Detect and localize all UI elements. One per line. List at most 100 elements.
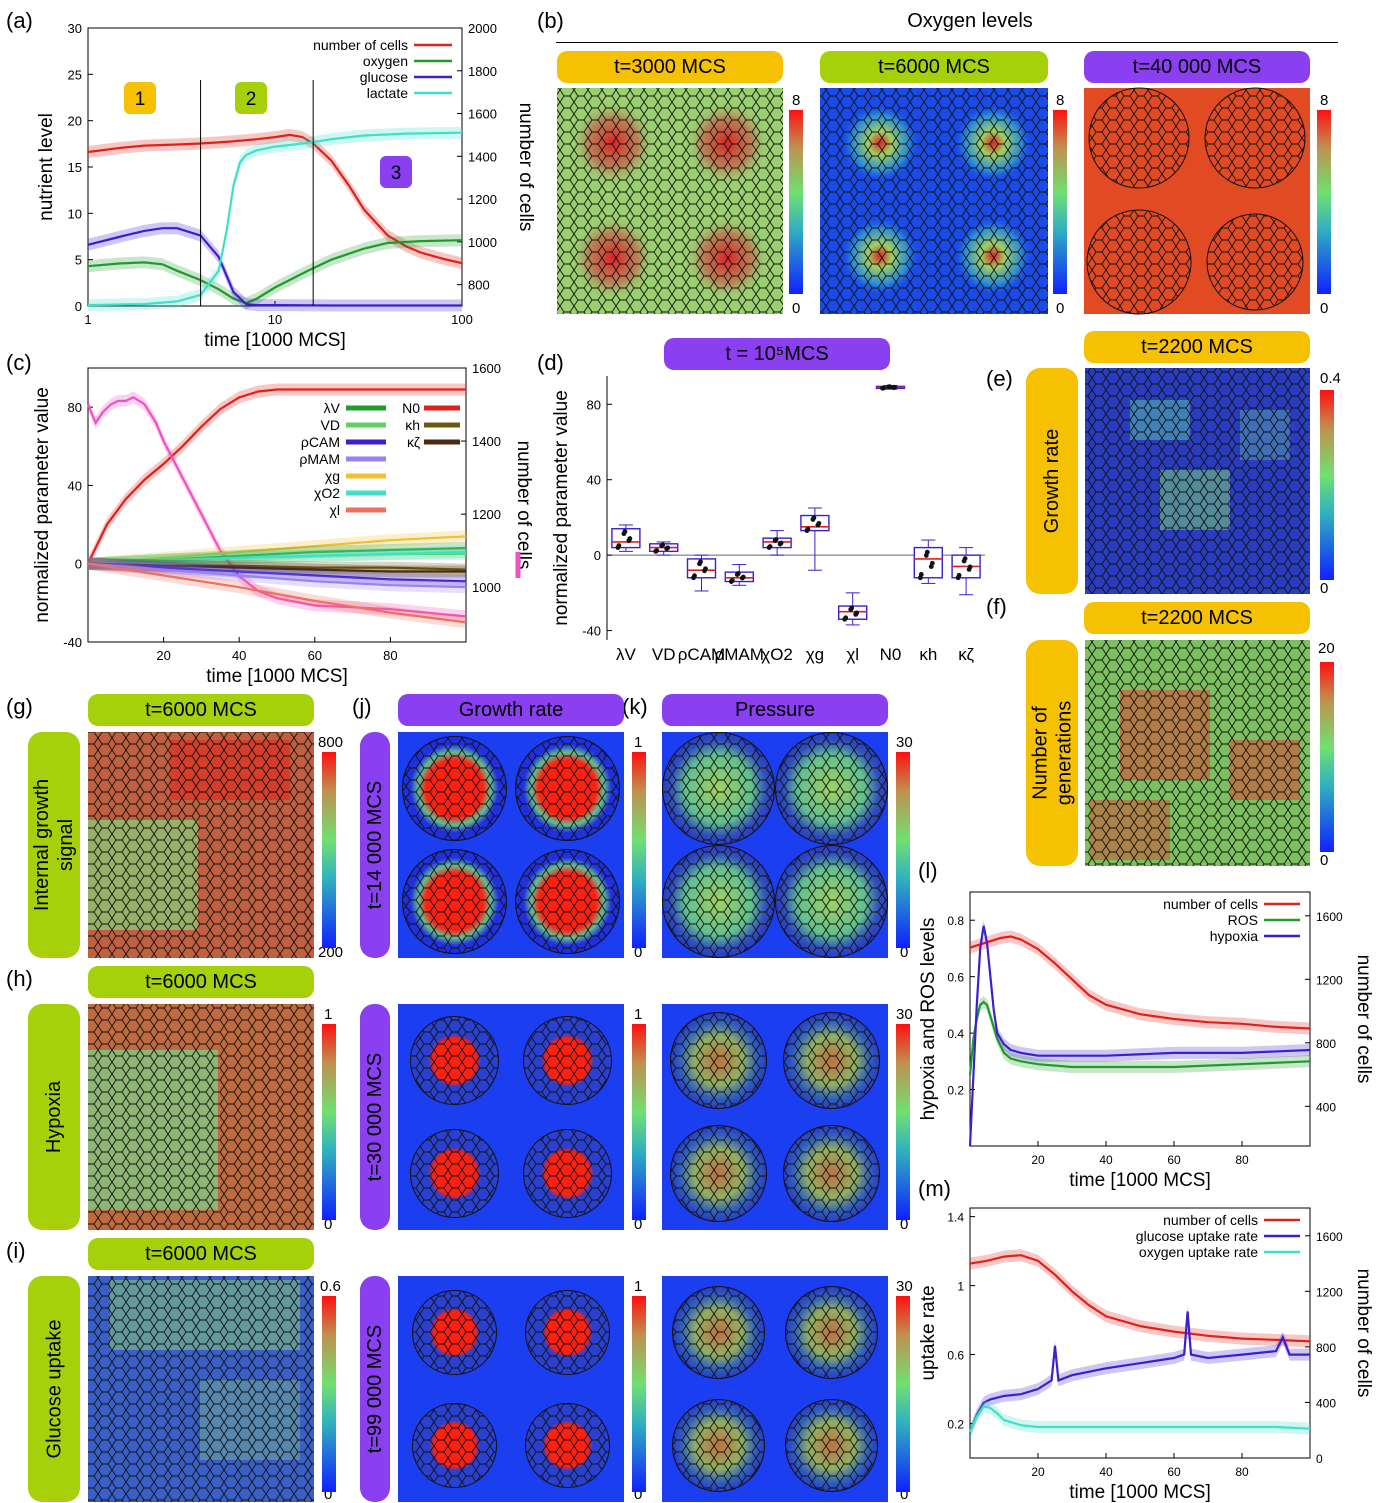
y2-axis-label: number of cells [513, 441, 534, 570]
panel-label-b: (b) [537, 8, 564, 33]
spheroid [1088, 87, 1190, 189]
side-badge-row3: t=99 000 MCS [360, 1276, 390, 1502]
plot-frame [969, 1207, 1311, 1459]
category-label: χl [846, 645, 859, 664]
y2-axis-label: number of cells [515, 103, 536, 232]
cbar-b3-max: 8 [1320, 92, 1329, 109]
spheroid-cells [402, 849, 507, 954]
category-label: κζ [958, 645, 974, 664]
data-point [698, 559, 703, 565]
cbar-k2-max: 30 [896, 1006, 913, 1023]
y-tick-label: -40 [63, 635, 82, 650]
y2-tick-label: 0 [1316, 1452, 1323, 1466]
series-line [87, 562, 467, 583]
badge-j: Growth rate [398, 694, 624, 726]
y-tick-label: 0.2 [947, 1418, 964, 1432]
badge-k: Pressure [662, 694, 888, 726]
box [686, 558, 717, 579]
cbar-e-max: 0.4 [1320, 370, 1341, 387]
legend-label: oxygen uptake rate [1139, 1244, 1258, 1260]
cbar-h-max: 1 [324, 1006, 333, 1023]
y2-tick-label: 1400 [472, 434, 501, 449]
y-tick-label: 0 [594, 548, 601, 563]
cbar-i-min: 0 [324, 1486, 333, 1503]
legend-label: ROS [1228, 912, 1258, 928]
cbar-j2-min: 0 [634, 1216, 643, 1233]
data-point [778, 540, 784, 546]
cbar-f-min: 0 [1320, 852, 1329, 869]
x-tick-label: 40 [1099, 1465, 1113, 1479]
y2-axis-label: number of cells [1353, 955, 1374, 1084]
y-tick-label: 20 [68, 114, 82, 129]
plot-frame [969, 891, 1311, 1147]
cell-grid [88, 732, 314, 958]
spheroid-cells [525, 1290, 610, 1375]
legend-label: lactate [367, 85, 408, 101]
legend-label: λV [324, 400, 341, 416]
data-point [735, 571, 741, 576]
spheroid [1206, 213, 1304, 311]
colorbars [322, 110, 1334, 1492]
b-title-rule [556, 42, 1338, 43]
legend-label: ρMAM [299, 451, 340, 467]
data-point [773, 537, 779, 542]
y-tick-label: 40 [587, 473, 601, 488]
spheroid-cells [672, 1399, 765, 1492]
y-axis-label: normalized parameter value [32, 387, 53, 623]
colorbar [632, 1024, 646, 1220]
spheroid-cells [670, 1012, 767, 1109]
colorbar [896, 752, 910, 948]
y-tick-label: 5 [75, 253, 82, 268]
badge-b3: t=40 000 MCS [1084, 51, 1310, 83]
colorbar [322, 1024, 336, 1220]
badge-b2: t=6000 MCS [820, 51, 1048, 83]
colorbar [789, 110, 803, 294]
spheroid-cells [412, 1403, 497, 1488]
chart-m: 0.2 0.6 1 1.4 0 400 800 1200 1600 20 40 60 80 time [1… [918, 1207, 1374, 1502]
series-line [968, 1000, 1311, 1076]
phase-label: 3 [391, 163, 402, 184]
y-tick-label: 0 [75, 299, 82, 314]
cell-grid [557, 88, 783, 314]
y-tick-label: 1.4 [947, 1211, 964, 1225]
data-point [849, 605, 855, 611]
series-line [968, 1405, 1311, 1433]
data-point [665, 545, 671, 551]
data-point [892, 384, 897, 390]
panel-label-k: (k) [622, 694, 648, 719]
x-tick-label: 80 [383, 648, 397, 663]
panel-label-i: (i) [6, 1238, 26, 1263]
legend-label: hypoxia [1210, 928, 1258, 944]
y-tick-label: 0.4 [947, 1027, 964, 1041]
cbar-b3-min: 0 [1320, 300, 1329, 317]
spheroid-cells [783, 1012, 880, 1109]
y-tick-label: 80 [68, 400, 82, 415]
side-badge-e: Growth rate [1026, 368, 1078, 594]
spheroid-cells [672, 1286, 765, 1379]
data-point [924, 549, 930, 555]
y-tick-label: 0.2 [947, 1084, 964, 1098]
category-label: χO2 [761, 645, 793, 664]
y2-tick-label: 1600 [468, 107, 497, 122]
y2-tick-label: 1000 [472, 580, 501, 595]
data-point [729, 578, 735, 583]
colorbar [1053, 110, 1067, 294]
data-point [805, 526, 811, 532]
x-tick-label: 20 [156, 648, 170, 663]
x-tick-label: 60 [308, 648, 322, 663]
y2-tick-label: 800 [1316, 1037, 1336, 1051]
legend-label: χl [330, 502, 340, 518]
x-tick-label: 20 [1031, 1465, 1045, 1479]
panel-label-f: (f) [986, 594, 1007, 619]
y2-tick-label: 2000 [468, 21, 497, 36]
colorbar [896, 1024, 910, 1220]
badge-h: t=6000 MCS [88, 966, 314, 998]
data-point [962, 556, 968, 561]
badge-g: t=6000 MCS [88, 694, 314, 726]
side-badge-i: Glucose uptake [28, 1276, 80, 1502]
simulation-heatmaps [88, 87, 1310, 1502]
y-axis-label: nutrient level [36, 113, 57, 221]
legend-label: κh [405, 417, 420, 433]
series-band [88, 222, 462, 312]
